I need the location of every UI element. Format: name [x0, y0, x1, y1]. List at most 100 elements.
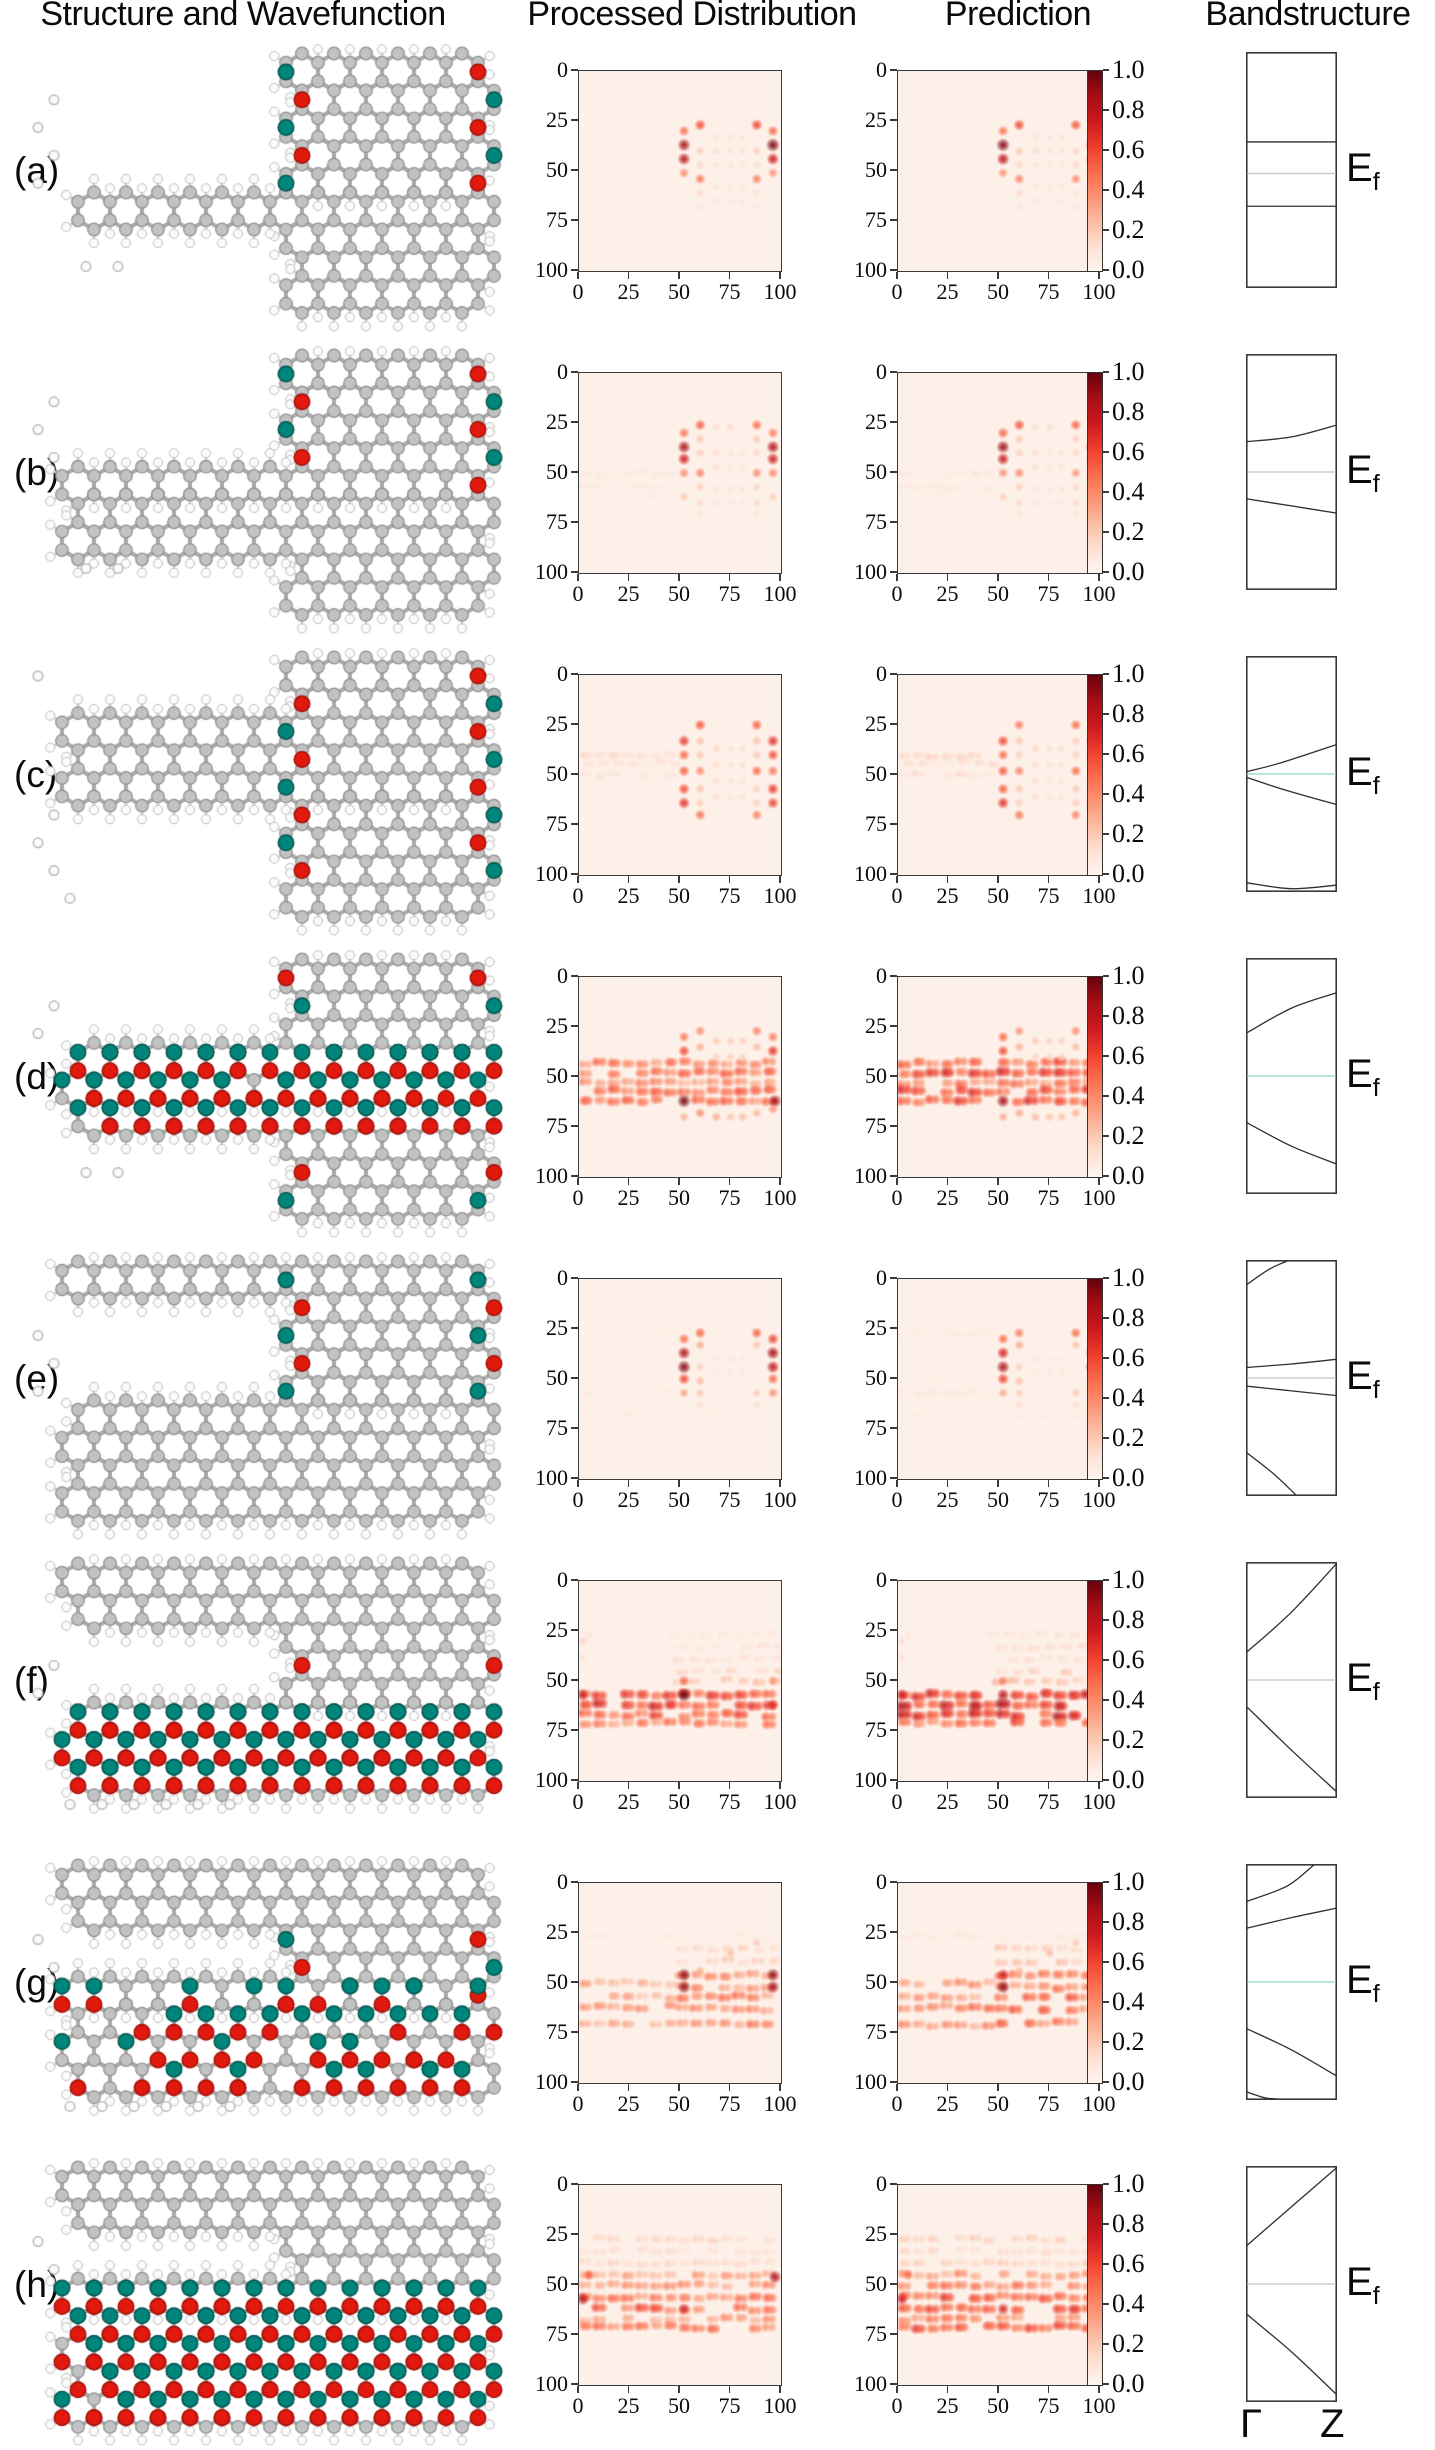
colorbar-tick: [1103, 1135, 1109, 1137]
x-tick-label: 0: [891, 2393, 903, 2418]
k-label-gamma: Γ: [1240, 2402, 1263, 2446]
y-tick-label: 25: [865, 1919, 887, 1944]
x-tick-label: 100: [763, 279, 797, 304]
y-tick-label: 50: [546, 1365, 568, 1390]
band-curve: [1246, 1260, 1288, 1285]
colorbar-tick-label: 1.0: [1112, 1867, 1145, 1896]
fermi-E: E: [1346, 1958, 1373, 2002]
colorbar-tick: [1103, 1015, 1109, 1017]
processed-distribution-heatmap: [578, 1882, 782, 2084]
colorbar-tick-label: 1.0: [1112, 1263, 1145, 1292]
structure-wavefunction-image: [28, 1246, 508, 1540]
colorbar-tick-label: 0.4: [1112, 175, 1145, 204]
y-tick-label: 50: [546, 761, 568, 786]
x-axis-tick: [997, 1178, 999, 1185]
processed-distribution-heatmap: [578, 372, 782, 574]
x-tick-label: 50: [668, 883, 690, 908]
x-tick-label: 75: [1037, 1789, 1060, 1814]
y-tick-label: 0: [876, 1567, 887, 1592]
prediction-heatmap: [897, 1580, 1101, 1782]
colorbar-tick-label: 0.8: [1112, 1303, 1145, 1332]
fermi-subscript: f: [1372, 1376, 1380, 1404]
colorbar-tick: [1103, 491, 1109, 493]
x-tick-label: 0: [891, 883, 903, 908]
y-tick-label: 75: [546, 2321, 568, 2346]
y-axis-tick: [571, 69, 578, 71]
x-tick-label: 0: [891, 1789, 903, 1814]
bandstructure-plot: [1246, 52, 1337, 288]
y-axis-tick: [890, 1025, 897, 1027]
y-axis-tick: [571, 1075, 578, 1077]
prediction-heatmap: [897, 976, 1101, 1178]
x-axis-tick: [997, 272, 999, 279]
colorbar-tick: [1103, 411, 1109, 413]
x-tick-label: 100: [1082, 581, 1116, 606]
x-axis-tick: [627, 2084, 630, 2091]
colorbar-tick: [1103, 873, 1109, 875]
x-tick-label: 100: [1082, 1487, 1116, 1512]
fermi-E: E: [1346, 1656, 1373, 1700]
x-tick-label: 25: [617, 1789, 640, 1814]
y-axis-tick: [571, 1981, 578, 1983]
colorbar-tick: [1103, 1921, 1109, 1923]
bandstructure-plot: [1246, 1562, 1337, 1798]
x-axis-tick: [946, 574, 949, 581]
colorbar-tick: [1103, 1357, 1109, 1359]
x-axis-tick: [728, 1782, 731, 1789]
y-tick-label: 100: [854, 1465, 887, 1490]
colorbar-tick-label: 0.2: [1112, 2329, 1145, 2358]
colorbar-tick: [1103, 189, 1109, 191]
colorbar-tick: [1103, 531, 1109, 533]
y-tick-label: 25: [865, 1013, 887, 1038]
colorbar-tick: [1103, 1779, 1109, 1781]
y-tick-label: 75: [546, 811, 568, 836]
colorbar-tick: [1103, 69, 1109, 71]
fermi-level-label: Ef: [1346, 1958, 1380, 2009]
x-axis-tick: [728, 574, 731, 581]
x-tick-label: 75: [1037, 581, 1060, 606]
fermi-subscript: f: [1372, 1678, 1380, 1706]
y-axis-tick: [890, 823, 897, 825]
y-axis-tick: [571, 1327, 578, 1329]
y-axis-tick: [890, 2031, 897, 2033]
y-axis-tick: [571, 873, 578, 875]
colorbar-tick-label: 0.6: [1112, 1947, 1145, 1976]
y-tick-label: 50: [546, 1063, 568, 1088]
x-tick-label: 50: [668, 581, 690, 606]
x-tick-label: 25: [936, 2393, 959, 2418]
x-tick-label: 100: [763, 2393, 797, 2418]
band-curve: [1246, 992, 1337, 1034]
x-tick-label: 25: [617, 2393, 640, 2418]
colorbar-tick-label: 0.6: [1112, 739, 1145, 768]
colorbar-tick: [1103, 1317, 1109, 1319]
column-header-structure: Structure and Wavefunction: [40, 0, 446, 33]
x-axis-tick: [678, 574, 680, 581]
x-tick-label: 100: [763, 1487, 797, 1512]
y-axis-tick: [571, 571, 578, 573]
y-axis-tick: [890, 2233, 897, 2235]
x-axis-tick: [1098, 1178, 1100, 1185]
band-curve: [1246, 1122, 1337, 1165]
y-axis-tick: [571, 2333, 578, 2335]
colorbar-tick: [1103, 229, 1109, 231]
colorbar-tick-label: 0.2: [1112, 1121, 1145, 1150]
y-tick-label: 50: [865, 1667, 887, 1692]
fermi-level-label: Ef: [1346, 146, 1380, 197]
y-tick-label: 0: [876, 1869, 887, 1894]
x-tick-label: 25: [617, 581, 640, 606]
y-axis-tick: [571, 371, 578, 373]
y-axis-tick: [890, 169, 897, 171]
y-axis-tick: [890, 2081, 897, 2083]
y-tick-label: 75: [865, 811, 887, 836]
x-axis-tick: [678, 1178, 680, 1185]
y-axis-tick: [890, 1981, 897, 1983]
y-axis-tick: [571, 1931, 578, 1933]
x-tick-label: 0: [572, 1487, 584, 1512]
colorbar-tick: [1103, 1619, 1109, 1621]
colorbar-gradient: [1087, 1278, 1103, 1480]
colorbar-tick: [1103, 2383, 1109, 2385]
bandstructure-plot: [1246, 2166, 1337, 2402]
prediction-heatmap: [897, 372, 1101, 574]
figure-row: (a) Ef 002525505075751001000025255050757…: [0, 34, 1435, 336]
band-curve: [1246, 1563, 1337, 1653]
